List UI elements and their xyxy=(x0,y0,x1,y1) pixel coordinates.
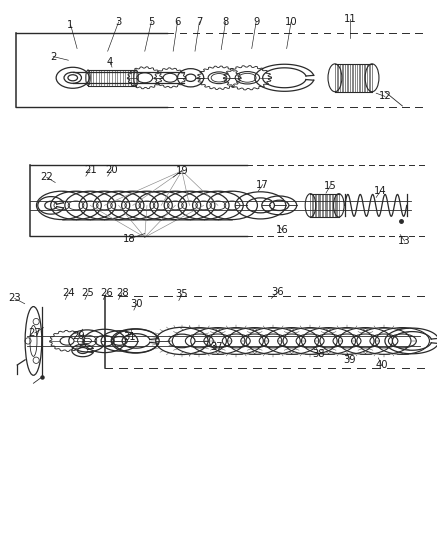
Text: 31: 31 xyxy=(123,332,136,342)
Text: 10: 10 xyxy=(285,17,297,27)
Text: 1: 1 xyxy=(67,20,74,30)
Text: 16: 16 xyxy=(276,225,289,236)
Text: 7: 7 xyxy=(196,17,202,27)
Text: 25: 25 xyxy=(81,288,95,298)
Text: 27: 27 xyxy=(28,328,41,338)
Text: 8: 8 xyxy=(223,17,229,27)
Text: 18: 18 xyxy=(123,234,136,244)
Text: 17: 17 xyxy=(256,180,269,190)
Text: 28: 28 xyxy=(116,288,128,298)
Text: 40: 40 xyxy=(375,360,388,370)
Text: 4: 4 xyxy=(107,57,113,67)
Text: 22: 22 xyxy=(40,172,53,182)
Text: 15: 15 xyxy=(324,181,337,191)
Text: 26: 26 xyxy=(100,288,113,298)
Text: 29: 29 xyxy=(72,330,85,341)
Text: 36: 36 xyxy=(272,287,284,297)
Text: 19: 19 xyxy=(176,166,188,176)
Text: 12: 12 xyxy=(378,91,391,101)
Text: 14: 14 xyxy=(374,186,387,196)
Text: 30: 30 xyxy=(131,298,143,309)
Text: 9: 9 xyxy=(253,17,259,27)
Text: 37: 37 xyxy=(211,342,223,352)
Text: 6: 6 xyxy=(174,17,181,27)
Text: 2: 2 xyxy=(50,52,56,61)
Text: 3: 3 xyxy=(116,17,122,27)
Text: 5: 5 xyxy=(148,17,155,27)
Text: 20: 20 xyxy=(106,165,118,175)
Text: 11: 11 xyxy=(343,14,357,25)
Text: 24: 24 xyxy=(62,288,75,298)
Text: 39: 39 xyxy=(344,354,356,365)
Text: 21: 21 xyxy=(84,165,96,175)
Text: 38: 38 xyxy=(312,349,325,359)
Text: 23: 23 xyxy=(8,293,21,303)
Text: 13: 13 xyxy=(398,236,411,246)
Text: 35: 35 xyxy=(176,289,188,299)
